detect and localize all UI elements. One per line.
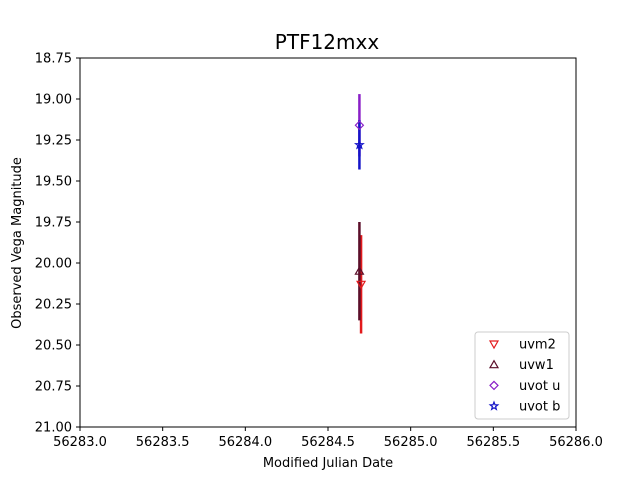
y-tick-label: 20.75: [35, 380, 72, 395]
legend-box: [474, 331, 570, 420]
data-point: [356, 280, 367, 290]
y-tick-label: 21.00: [35, 421, 72, 436]
legend-marker: [488, 359, 500, 369]
x-tick-label: 56285.5: [466, 435, 520, 450]
data-point: [353, 139, 365, 150]
legend-label: uvm2: [519, 338, 556, 353]
x-tick-label: 56286.0: [549, 435, 603, 450]
x-axis: 56283.0 56283.5 56284.0 56284.5 56285.0 56285…: [53, 427, 603, 450]
legend-marker: [488, 400, 500, 411]
y-tick-label: 20.50: [35, 339, 72, 354]
plot-area: [353, 94, 367, 334]
y-axis: 18.75 19.00 19.25 19.50 19.75 20.00 20.25 20.50…: [35, 52, 80, 436]
legend-label: uvw1: [519, 358, 554, 373]
y-axis-label: Observed Vega Magnitude: [10, 157, 25, 329]
y-tick-label: 20.00: [35, 257, 72, 272]
data-point: [354, 120, 365, 131]
y-tick-label: 20.25: [35, 298, 72, 313]
legend-label: uvot u: [519, 379, 560, 394]
y-tick-label: 19.25: [35, 134, 72, 149]
legend-marker: [488, 340, 500, 350]
legend: uvm2 uvw1 uvot u uvot b: [474, 331, 570, 420]
y-tick-label: 19.75: [35, 216, 72, 231]
y-tick-label: 18.75: [35, 52, 72, 67]
y-tick-label: 19.00: [35, 93, 72, 108]
x-tick-label: 56283.5: [136, 435, 190, 450]
x-tick-label: 56283.0: [53, 435, 107, 450]
x-tick-label: 56285.0: [384, 435, 438, 450]
x-tick-label: 56284.0: [218, 435, 272, 450]
y-tick-label: 19.50: [35, 175, 72, 190]
chart-title: PTF12mxx: [275, 30, 380, 54]
legend-label: uvot b: [519, 400, 560, 415]
data-point: [354, 265, 365, 275]
x-tick-label: 56284.5: [301, 435, 355, 450]
legend-marker: [489, 380, 499, 391]
x-axis-label: Modified Julian Date: [263, 456, 393, 471]
